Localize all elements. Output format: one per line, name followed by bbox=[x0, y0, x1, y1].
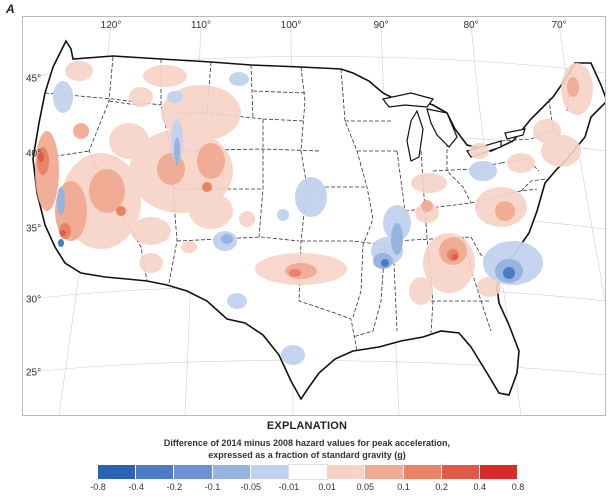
legend-tick-label: -0.05 bbox=[240, 482, 261, 492]
legend-swatch bbox=[479, 465, 519, 479]
legend-tick-label: -0.4 bbox=[128, 482, 144, 492]
legend-swatch bbox=[403, 465, 442, 479]
great-lakes bbox=[381, 92, 526, 162]
legend-tick-label: -0.1 bbox=[204, 482, 221, 492]
legend-tick-label: 0.01 bbox=[318, 482, 336, 492]
longitude-label: 80° bbox=[463, 20, 479, 31]
panel-letter: A bbox=[6, 2, 15, 16]
latitude-label: 30° bbox=[26, 294, 42, 306]
legend-tick-label: 0.05 bbox=[356, 482, 375, 492]
latitude-label: 40° bbox=[26, 148, 42, 160]
legend-color-bar bbox=[98, 464, 519, 480]
hazard-difference-patches bbox=[35, 61, 593, 365]
legend-swatch bbox=[174, 465, 213, 479]
legend-swatch bbox=[136, 465, 175, 479]
hazard-difference-map: 120° 110° 100° 90° 80° 70° 45° 40° 35° 3… bbox=[22, 16, 606, 416]
legend-swatch bbox=[365, 465, 404, 479]
legend-tick-label: -0.8 bbox=[90, 482, 106, 492]
longitude-label: 90° bbox=[373, 20, 389, 31]
legend-caption-units: expressed as a fraction of standard grav… bbox=[208, 450, 406, 460]
legend-tick-label: 0.8 bbox=[511, 482, 525, 492]
legend-tick-label: -0.2 bbox=[166, 482, 183, 492]
longitude-label: 110° bbox=[191, 20, 211, 31]
legend-caption: Difference of 2014 minus 2008 hazard val… bbox=[163, 438, 451, 448]
legend-tick-label: 0.4 bbox=[473, 482, 487, 492]
legend-tick-label: 0.1 bbox=[397, 482, 410, 492]
legend-swatch bbox=[441, 465, 480, 479]
legend-swatch bbox=[212, 465, 251, 479]
explanation-title: EXPLANATION bbox=[266, 420, 348, 432]
legend-tick-label: -0.01 bbox=[278, 482, 300, 492]
latitude-label: 45° bbox=[26, 73, 42, 85]
longitude-label: 120° bbox=[100, 20, 122, 31]
legend-swatch bbox=[250, 465, 289, 479]
legend-swatch bbox=[287, 464, 329, 480]
latitude-label: 25° bbox=[26, 367, 42, 379]
legend-tick-label: 0.2 bbox=[435, 482, 448, 492]
legend-swatch bbox=[327, 465, 366, 479]
longitude-label: 100° bbox=[280, 20, 302, 31]
latitude-label: 35° bbox=[26, 223, 42, 235]
longitude-label: 70° bbox=[551, 20, 567, 31]
legend-swatch bbox=[98, 465, 137, 479]
